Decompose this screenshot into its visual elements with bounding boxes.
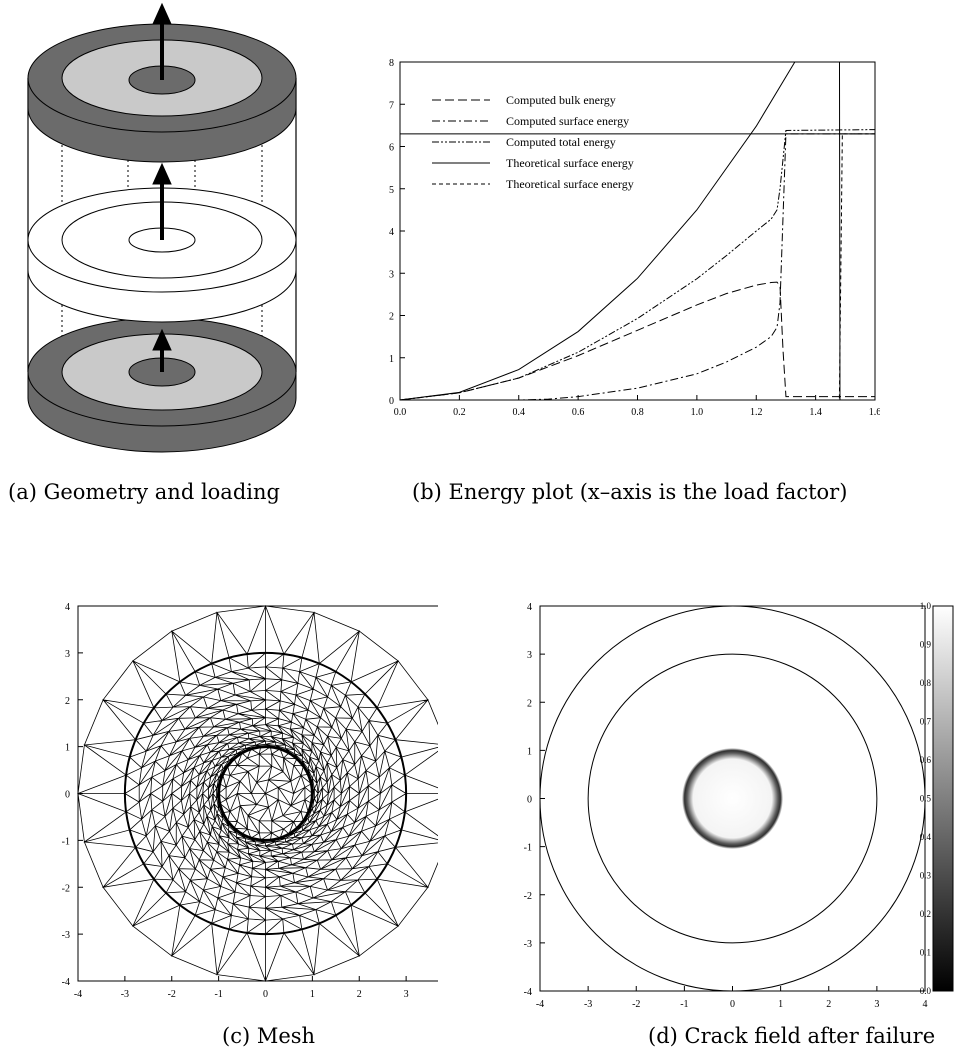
y-tick-label: 3 [389,269,394,280]
x-tick-label: -4 [536,999,544,1010]
caption-c: (c) Mesh [222,1024,316,1048]
y-tick-label: -4 [62,977,70,988]
x-tick-label: -4 [74,989,82,1000]
x-tick-label: 0.6 [572,407,585,418]
colorbar [932,605,954,992]
x-tick-label: 2 [826,999,831,1010]
y-tick-label: 2 [527,698,532,709]
legend-label: Computed total energy [506,135,616,149]
y-tick-label: 4 [65,602,70,613]
x-tick-label: 3 [874,999,879,1010]
x-tick-label: 0.8 [631,407,644,418]
x-tick-label: 4 [923,999,928,1010]
series-line [400,62,875,400]
y-tick-label: 7 [389,100,394,111]
colorbar-tick-label: 0.5 [920,794,932,804]
y-tick-label: -3 [524,939,532,950]
y-tick-label: -2 [524,891,532,902]
x-tick-label: -2 [632,999,640,1010]
legend-label: Theoretical surface energy [506,177,634,191]
y-tick-label: -1 [62,836,70,847]
series-line [400,133,875,400]
caption-a: (a) Geometry and loading [8,480,280,504]
caption-b: (b) Energy plot (x–axis is the load fact… [412,480,848,504]
x-tick-label: -1 [680,999,688,1010]
colorbar-tick-label: 0.9 [920,640,932,650]
x-tick-label: -1 [214,989,222,1000]
colorbar-tick-label: 0.4 [920,832,932,842]
x-tick-label: -3 [584,999,592,1010]
mesh-boundary-r3 [123,651,408,936]
x-tick-label: 0.2 [453,407,466,418]
plot-frame [399,61,876,401]
energy-chart: 0.0 0.2 0.4 0.6 0.8 1.0 1.2 1.4 1.6 0 1 2 3 4 5 6 7 8 Com… [389,58,880,418]
mesh-boundary-r1 [217,745,314,842]
y-tick-label: 3 [65,649,70,660]
middle-ring [27,187,297,323]
geometry-figure [27,2,297,453]
x-tick-label: -2 [168,989,176,1000]
colorbar-tick-label: 0.7 [920,717,932,727]
y-tick-label: 1 [389,354,394,365]
x-tick-label: 2 [357,989,362,1000]
series-line [400,129,875,400]
y-tick-label: -1 [524,843,532,854]
colorbar-tick-label: 0.3 [920,871,932,881]
x-tick-label: 0 [730,999,735,1010]
legend-label: Computed surface energy [506,114,629,128]
series-line [400,133,875,400]
x-tick-label: 0.4 [513,407,526,418]
boundary-circle-middle [587,653,878,944]
legend-label: Computed bulk energy [506,93,616,107]
x-tick-label: 1 [778,999,783,1010]
y-tick-label: 1 [65,743,70,754]
y-tick-label: 0 [65,790,70,801]
crack-field-plot: 0.00.10.20.30.40.50.60.70.80.91.0 -4-3-2… [524,601,954,1010]
x-tick-label: -3 [121,989,129,1000]
x-tick-label: 3 [404,989,409,1000]
colorbar-tick-label: 1.0 [920,601,932,611]
y-tick-label: 0 [527,795,532,806]
colorbar-tick-label: 0.6 [920,755,932,765]
x-tick-label: 1.2 [750,407,763,418]
y-tick-label: 0 [389,396,394,407]
y-tick-label: 4 [527,602,532,613]
y-tick-label: 8 [389,58,394,69]
colorbar-tick-label: 0.0 [920,986,932,996]
y-tick-label: -2 [62,883,70,894]
y-tick-label: 5 [389,185,394,196]
series-line [400,281,875,400]
y-tick-label: 2 [65,696,70,707]
y-tick-label: 1 [527,746,532,757]
colorbar-tick-label: 0.8 [920,678,932,688]
caption-d: (d) Crack field after failure [648,1024,936,1048]
y-tick-label: 6 [389,143,394,154]
crack-ring [681,747,784,850]
x-tick-label: 0 [263,989,268,1000]
y-tick-label: 3 [527,650,532,661]
x-tick-label: 0.0 [394,407,407,418]
load-arrows [152,2,172,372]
y-tick-label: 2 [389,312,394,323]
x-tick-label: 1.0 [691,407,704,418]
x-tick-label: 1 [310,989,315,1000]
y-tick-label: -3 [62,930,70,941]
y-tick-label: 4 [389,227,394,238]
legend-label: Theoretical surface energy [506,156,634,170]
x-tick-label: 1.4 [809,407,822,418]
mesh-triangles [76,604,438,983]
y-tick-label: -4 [524,987,532,998]
x-tick-label: 1.6 [869,407,880,418]
